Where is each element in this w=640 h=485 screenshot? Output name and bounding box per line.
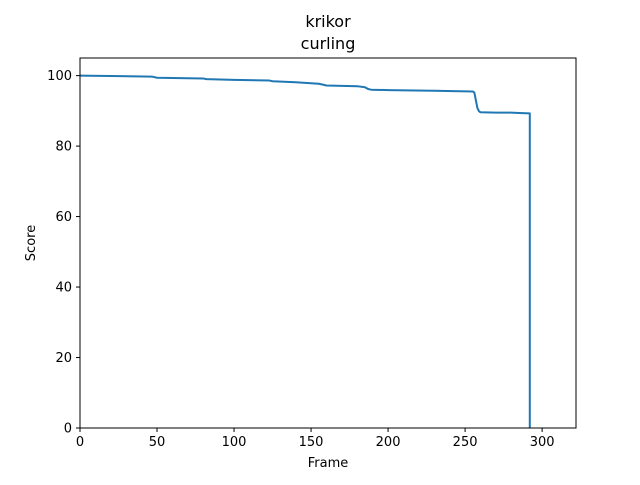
y-tick-label: 40 [55, 281, 72, 296]
x-tick-label: 0 [76, 435, 84, 450]
x-tick-label: 150 [299, 435, 324, 450]
x-tick-label: 200 [376, 435, 401, 450]
plot-area [79, 74, 531, 428]
x-tick-label: 250 [453, 435, 478, 450]
x-tick-label: 50 [149, 435, 166, 450]
y-tick-label: 20 [55, 351, 72, 366]
x-axis-label: Frame [308, 456, 349, 471]
chart-title: krikor [305, 12, 351, 31]
x-tick-label: 100 [222, 435, 247, 450]
y-tick-label: 0 [64, 422, 72, 437]
y-tick-label: 60 [55, 210, 72, 225]
y-tick-label: 100 [47, 69, 72, 84]
x-axis-ticks: 0 50 100 150 200 250 300 [76, 428, 555, 450]
y-axis-ticks: 0 20 40 60 80 100 [47, 69, 80, 437]
x-tick-label: 300 [530, 435, 555, 450]
y-axis-label: Score [24, 225, 39, 261]
y-tick-label: 80 [55, 140, 72, 155]
axes-frame [79, 57, 577, 429]
series-line-0 [79, 74, 531, 428]
chart-subtitle: curling [301, 34, 356, 53]
